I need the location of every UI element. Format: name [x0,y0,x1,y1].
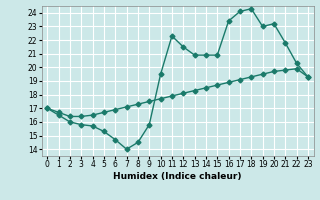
X-axis label: Humidex (Indice chaleur): Humidex (Indice chaleur) [113,172,242,181]
